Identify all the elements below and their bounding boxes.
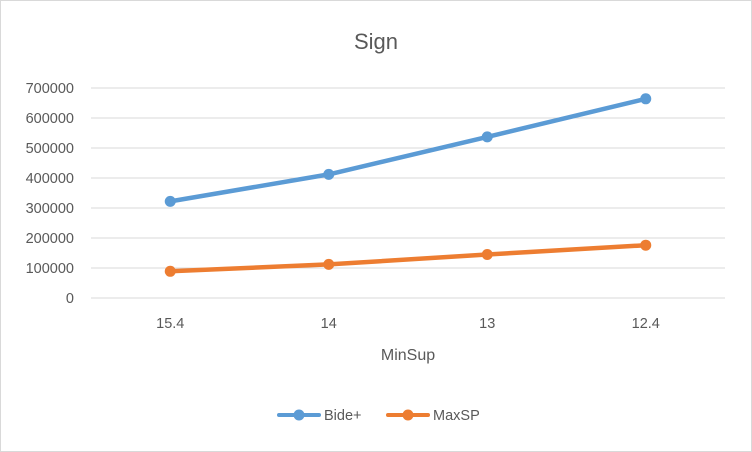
y-tick-label: 400000 — [26, 171, 74, 187]
chart-title: Sign — [354, 29, 398, 54]
y-tick-label: 500000 — [26, 141, 74, 157]
data-point — [481, 131, 493, 143]
legend-label: MaxSP — [433, 408, 480, 424]
data-point — [323, 168, 335, 180]
legend: Bide+ MaxSP — [277, 408, 480, 424]
x-tick-label: 14 — [321, 316, 337, 332]
y-tick-label: 700000 — [26, 81, 74, 97]
series-line — [168, 96, 648, 204]
data-point — [323, 258, 335, 270]
y-tick-label: 200000 — [26, 231, 74, 247]
y-tick-label: 0 — [66, 291, 74, 307]
series-group — [164, 93, 652, 277]
data-point — [481, 249, 493, 260]
x-tick-label: 15.4 — [156, 316, 184, 332]
legend-item: MaxSP — [386, 408, 480, 424]
data-point — [164, 265, 176, 277]
series-line — [168, 242, 648, 274]
data-point — [164, 195, 176, 207]
x-tick-label: 12.4 — [632, 316, 660, 332]
series-1 — [164, 239, 652, 277]
x-axis-title: MinSup — [381, 347, 435, 364]
legend-label: Bide+ — [324, 408, 362, 424]
legend-swatch-marker — [402, 409, 414, 421]
x-axis-ticks: 15.4 14 13 12.4 — [156, 316, 660, 332]
y-tick-label: 600000 — [26, 111, 74, 127]
gridlines — [91, 87, 725, 299]
series-0 — [164, 93, 652, 207]
y-axis-ticks: 0 100000 200000 300000 400000 500000 600000 700… — [26, 81, 74, 307]
legend-swatch-marker — [293, 409, 305, 421]
y-tick-label: 300000 — [26, 201, 74, 217]
x-tick-label: 13 — [479, 316, 495, 332]
y-tick-label: 100000 — [26, 261, 74, 277]
data-point — [640, 239, 652, 251]
legend-item: Bide+ — [277, 408, 362, 424]
data-point — [640, 93, 652, 105]
